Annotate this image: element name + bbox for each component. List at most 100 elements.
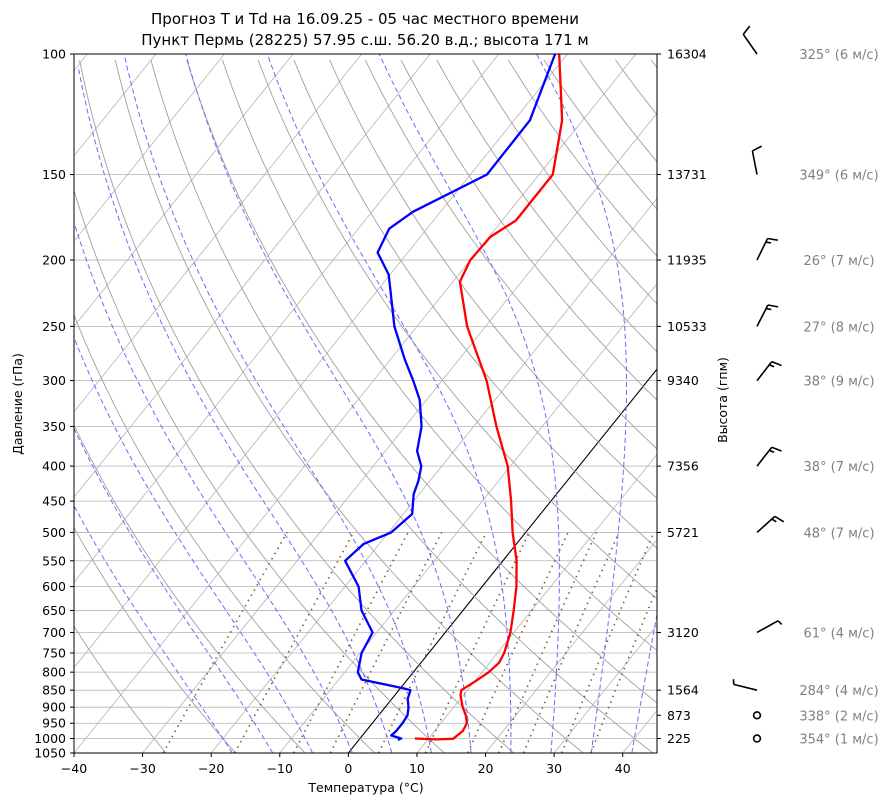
zero-isotherm <box>347 368 657 753</box>
dry-adiabat <box>436 59 657 353</box>
mixing-ratio-line <box>234 532 355 753</box>
barb-staff <box>756 361 773 382</box>
pressure-tick-label: 250 <box>42 319 66 334</box>
isotherm-line <box>74 54 637 753</box>
moist-adiabat <box>74 336 314 753</box>
dry-adiabat <box>329 59 657 499</box>
dry-adiabat <box>293 59 657 549</box>
isotherm-line <box>74 54 294 328</box>
x-tick-label: −10 <box>267 761 293 776</box>
barb-feather <box>767 237 778 241</box>
moist-adiabat <box>536 54 627 753</box>
barb-half-feather <box>769 449 775 453</box>
chart-title: Прогноз T и Td на 16.09.25 - 05 час мест… <box>151 10 579 28</box>
isotherm-line <box>142 112 657 753</box>
barb-feather <box>767 304 779 308</box>
moist-adiabat <box>123 54 432 753</box>
x-tick-label: 20 <box>478 761 494 776</box>
barb-feather <box>771 360 782 367</box>
wind-label: 26° (7 м/с) <box>803 254 874 269</box>
isotherm-line <box>74 54 500 584</box>
pressure-tick-label: 100 <box>42 47 66 62</box>
wind-label: 325° (6 м/с) <box>799 48 878 63</box>
pressure-tick-label: 350 <box>42 419 66 434</box>
chart-subtitle: Пункт Пермь (28225) 57.95 с.ш. 56.20 в.д… <box>141 31 588 49</box>
wind-barb <box>756 304 779 327</box>
pressure-tick-label: 1000 <box>34 731 66 746</box>
calm-circle <box>752 711 762 720</box>
moist-adiabat <box>74 220 353 753</box>
wind-barb <box>742 25 758 55</box>
height-tick-label: 7356 <box>667 459 699 474</box>
dry-adiabat <box>472 59 657 305</box>
height-tick-label: 3120 <box>667 625 699 640</box>
x-tick-label: 40 <box>615 761 631 776</box>
dry-adiabat <box>150 59 654 753</box>
dry-adiabat <box>221 59 657 652</box>
isotherm-line <box>74 54 568 669</box>
pressure-tick-label: 850 <box>42 683 66 698</box>
barb-staff <box>756 304 769 327</box>
wind-barb <box>732 679 758 691</box>
isotherm-line <box>485 539 657 753</box>
moist-adiabat <box>378 54 560 753</box>
dry-adiabat <box>257 59 657 600</box>
dry-adiabat <box>114 59 584 753</box>
pressure-axis: 100 150 200 250 300 350 400 450 500 550 600 650 700 7… <box>34 47 74 761</box>
x-tick-label: −40 <box>61 761 87 776</box>
barb-staff <box>733 683 758 691</box>
dry-adiabat <box>74 188 445 753</box>
dry-adiabat <box>507 59 657 257</box>
wind-barb <box>756 360 782 382</box>
calm-circle <box>752 734 762 743</box>
barb-half-feather <box>765 241 772 244</box>
x-tick-label: −20 <box>198 761 224 776</box>
background-grid <box>74 54 891 753</box>
barb-feather <box>752 145 763 152</box>
mixing-ratio-line <box>293 532 409 753</box>
y-axis-label: Давление (гПа) <box>10 353 25 455</box>
isotherm-line <box>416 453 657 753</box>
dry-adiabat <box>794 60 891 753</box>
dry-adiabat <box>650 59 657 69</box>
mixing-ratio-line <box>522 532 620 753</box>
pressure-tick-label: 600 <box>42 579 66 594</box>
temperature-line <box>414 54 564 741</box>
dry-adiabat <box>79 59 515 753</box>
height-tick-label: 13731 <box>667 167 707 182</box>
moist-adiabat <box>78 68 393 753</box>
barb-staff <box>751 150 758 175</box>
mixing-ratio-line <box>467 532 569 753</box>
barb-feather <box>771 446 782 452</box>
dry-adiabat <box>830 60 891 753</box>
pressure-tick-label: 200 <box>42 253 66 268</box>
x-axis-label: Температура (°C) <box>307 780 423 795</box>
wind-label: 354° (1 м/с) <box>799 732 878 747</box>
mixing-ratio-line <box>329 532 443 753</box>
isotherm-line <box>553 624 657 753</box>
height-tick-label: 873 <box>667 708 691 723</box>
barb-half-feather <box>765 307 772 311</box>
dry-adiabat <box>186 59 657 704</box>
moist-adiabat <box>631 611 657 753</box>
pressure-tick-label: 950 <box>42 716 66 731</box>
barb-staff <box>742 33 758 55</box>
wind-barb <box>756 515 785 534</box>
x-tick-label: −30 <box>129 761 155 776</box>
x-axis: −40 −30 −20 −10 0 10 20 30 40 <box>61 753 631 776</box>
height-tick-label: 11935 <box>667 253 707 268</box>
pressure-tick-label: 400 <box>42 459 66 474</box>
wind-barb <box>756 237 778 261</box>
wind-label: 38° (9 м/с) <box>803 375 874 390</box>
x-tick-label: 30 <box>546 761 562 776</box>
dry-adiabat <box>758 60 891 753</box>
dry-adiabat <box>866 60 891 753</box>
wind-label: 27° (8 м/с) <box>803 320 874 335</box>
pressure-tick-label: 800 <box>42 665 66 680</box>
moist-adiabat <box>74 427 274 753</box>
height-tick-label: 16304 <box>667 47 707 62</box>
dry-adiabat <box>723 60 891 753</box>
height-tick-label: 1564 <box>667 683 699 698</box>
wind-label: 284° (4 м/с) <box>799 684 878 699</box>
